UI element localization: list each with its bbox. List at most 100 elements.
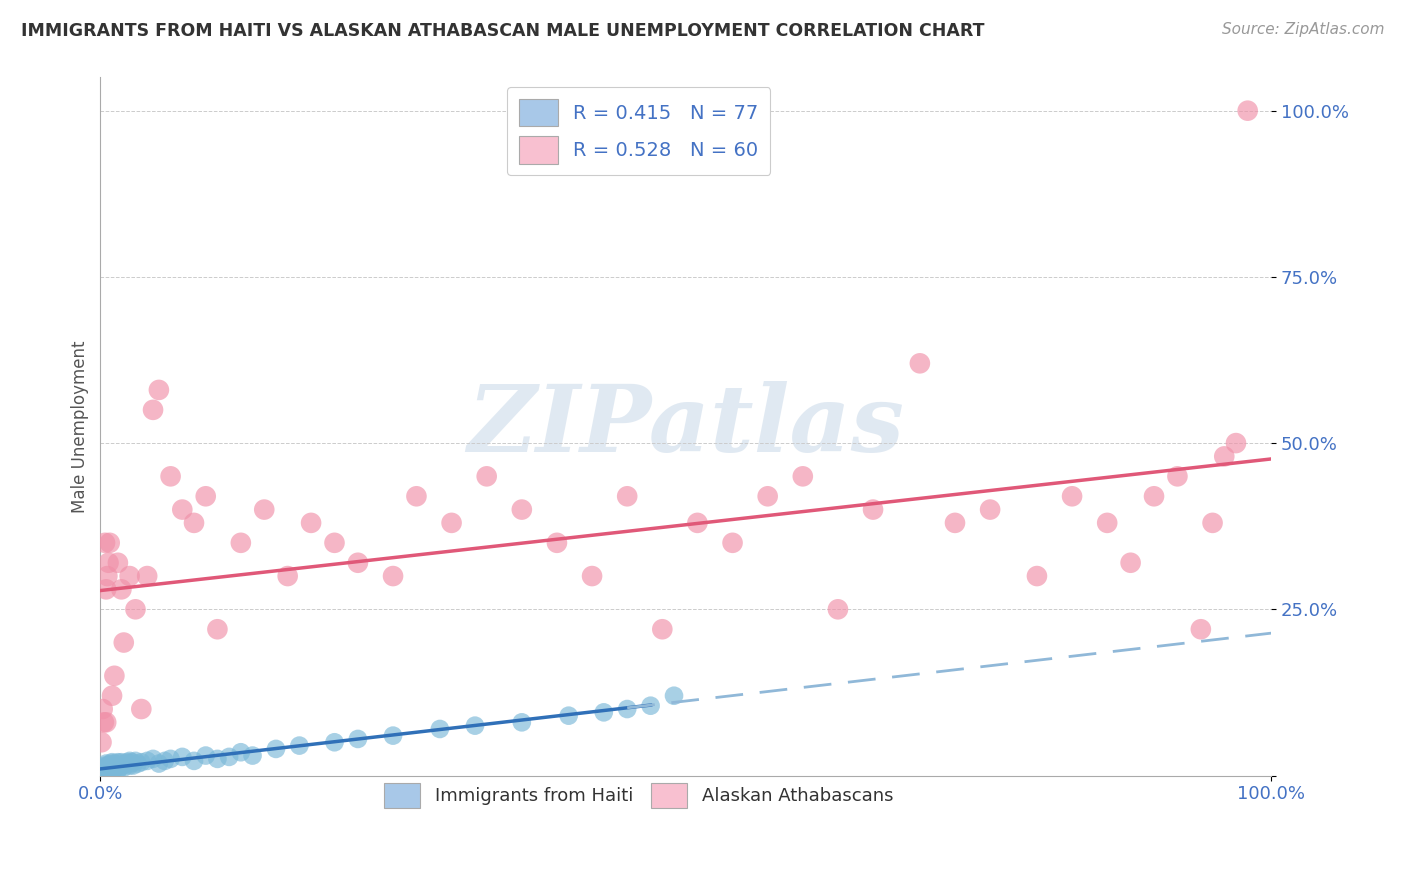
Point — [93, 764, 115, 779]
Point — [96, 756, 118, 771]
Point — [429, 722, 451, 736]
Point — [101, 760, 124, 774]
Point — [616, 702, 638, 716]
Point — [581, 569, 603, 583]
Point — [323, 536, 346, 550]
Point — [96, 764, 118, 779]
Point — [148, 383, 170, 397]
Point — [792, 469, 814, 483]
Point — [153, 754, 176, 768]
Point — [1026, 569, 1049, 583]
Point — [616, 489, 638, 503]
Text: IMMIGRANTS FROM HAITI VS ALASKAN ATHABASCAN MALE UNEMPLOYMENT CORRELATION CHART: IMMIGRANTS FROM HAITI VS ALASKAN ATHABAS… — [21, 22, 984, 40]
Point — [96, 764, 118, 778]
Point — [97, 764, 120, 778]
Y-axis label: Male Unemployment: Male Unemployment — [72, 340, 89, 513]
Point — [97, 762, 120, 776]
Point — [96, 715, 118, 730]
Point — [98, 763, 121, 777]
Point — [640, 698, 662, 713]
Point — [464, 719, 486, 733]
Point — [1225, 436, 1247, 450]
Point — [118, 569, 141, 583]
Point — [107, 556, 129, 570]
Point — [90, 735, 112, 749]
Point — [382, 569, 405, 583]
Point — [127, 756, 149, 771]
Point — [96, 765, 118, 780]
Point — [1213, 450, 1236, 464]
Point — [142, 752, 165, 766]
Point — [510, 715, 533, 730]
Point — [172, 750, 194, 764]
Point — [183, 516, 205, 530]
Point — [93, 760, 115, 774]
Point — [96, 582, 118, 597]
Point — [1236, 103, 1258, 118]
Point — [110, 582, 132, 597]
Point — [1060, 489, 1083, 503]
Point — [1143, 489, 1166, 503]
Point — [100, 756, 122, 771]
Point — [115, 756, 138, 771]
Point — [592, 706, 614, 720]
Point — [159, 752, 181, 766]
Point — [98, 758, 121, 772]
Point — [96, 766, 118, 780]
Point — [98, 765, 121, 780]
Point — [194, 489, 217, 503]
Point — [91, 702, 114, 716]
Point — [277, 569, 299, 583]
Point — [120, 756, 142, 771]
Point — [131, 755, 153, 769]
Point — [107, 763, 129, 777]
Point — [862, 502, 884, 516]
Point — [1201, 516, 1223, 530]
Point — [110, 760, 132, 774]
Point — [110, 755, 132, 769]
Point — [229, 536, 252, 550]
Point — [721, 536, 744, 550]
Point — [96, 760, 118, 774]
Point — [662, 689, 685, 703]
Point — [1119, 556, 1142, 570]
Point — [264, 742, 287, 756]
Point — [101, 689, 124, 703]
Point — [98, 536, 121, 550]
Point — [94, 758, 117, 772]
Point — [104, 760, 127, 774]
Text: ZIPatlas: ZIPatlas — [467, 382, 904, 472]
Point — [94, 765, 117, 780]
Point — [651, 622, 673, 636]
Point — [111, 758, 134, 772]
Point — [97, 556, 120, 570]
Point — [756, 489, 779, 503]
Point — [172, 502, 194, 516]
Point — [96, 763, 118, 777]
Point — [218, 750, 240, 764]
Point — [323, 735, 346, 749]
Point — [93, 715, 115, 730]
Point — [103, 763, 125, 777]
Point — [148, 756, 170, 771]
Point — [943, 516, 966, 530]
Point — [117, 755, 139, 769]
Point — [101, 755, 124, 769]
Point — [299, 516, 322, 530]
Point — [103, 756, 125, 771]
Point — [112, 760, 135, 774]
Point — [183, 754, 205, 768]
Point — [97, 760, 120, 774]
Point — [94, 763, 117, 777]
Point — [105, 758, 128, 772]
Point — [131, 702, 153, 716]
Point — [557, 708, 579, 723]
Point — [91, 762, 114, 776]
Point — [96, 758, 118, 772]
Point — [94, 762, 117, 776]
Point — [107, 755, 129, 769]
Point — [103, 758, 125, 772]
Legend: Immigrants from Haiti, Alaskan Athabascans: Immigrants from Haiti, Alaskan Athabasca… — [377, 775, 901, 815]
Point — [103, 762, 125, 776]
Point — [103, 669, 125, 683]
